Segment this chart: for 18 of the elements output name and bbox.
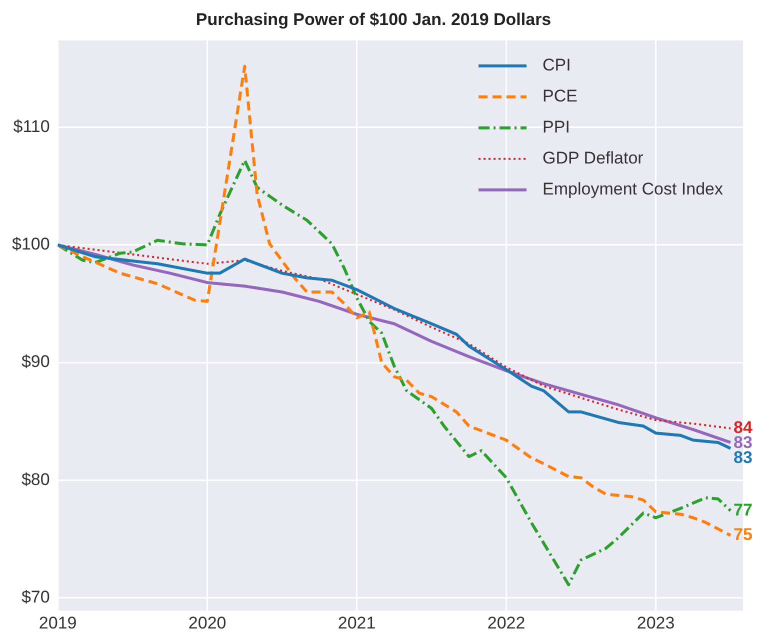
x-tick-label: 2020 [188,613,226,632]
y-tick-label: $100 [12,234,50,254]
y-tick-label: $80 [21,470,50,489]
x-tick-label: 2019 [38,613,77,632]
y-tick-label: $90 [21,352,50,372]
legend-label: CPI [542,56,571,75]
legend-label: Employment Cost Index [542,180,724,199]
data-label: 75 [734,525,752,544]
x-tick-label: 2021 [338,613,376,632]
x-tick-label: 2022 [487,613,526,632]
y-tick-label: $110 [13,117,50,136]
legend-label: PPI [542,118,570,137]
chart-title: Purchasing Power of $100 Jan. 2019 Dollars [196,10,552,29]
legend-label: PCE [542,86,578,106]
y-tick-label: $70 [21,587,50,606]
data-label: 77 [734,500,752,520]
legend-label: GDP Deflator [542,148,644,168]
x-tick-label: 2023 [636,613,675,632]
